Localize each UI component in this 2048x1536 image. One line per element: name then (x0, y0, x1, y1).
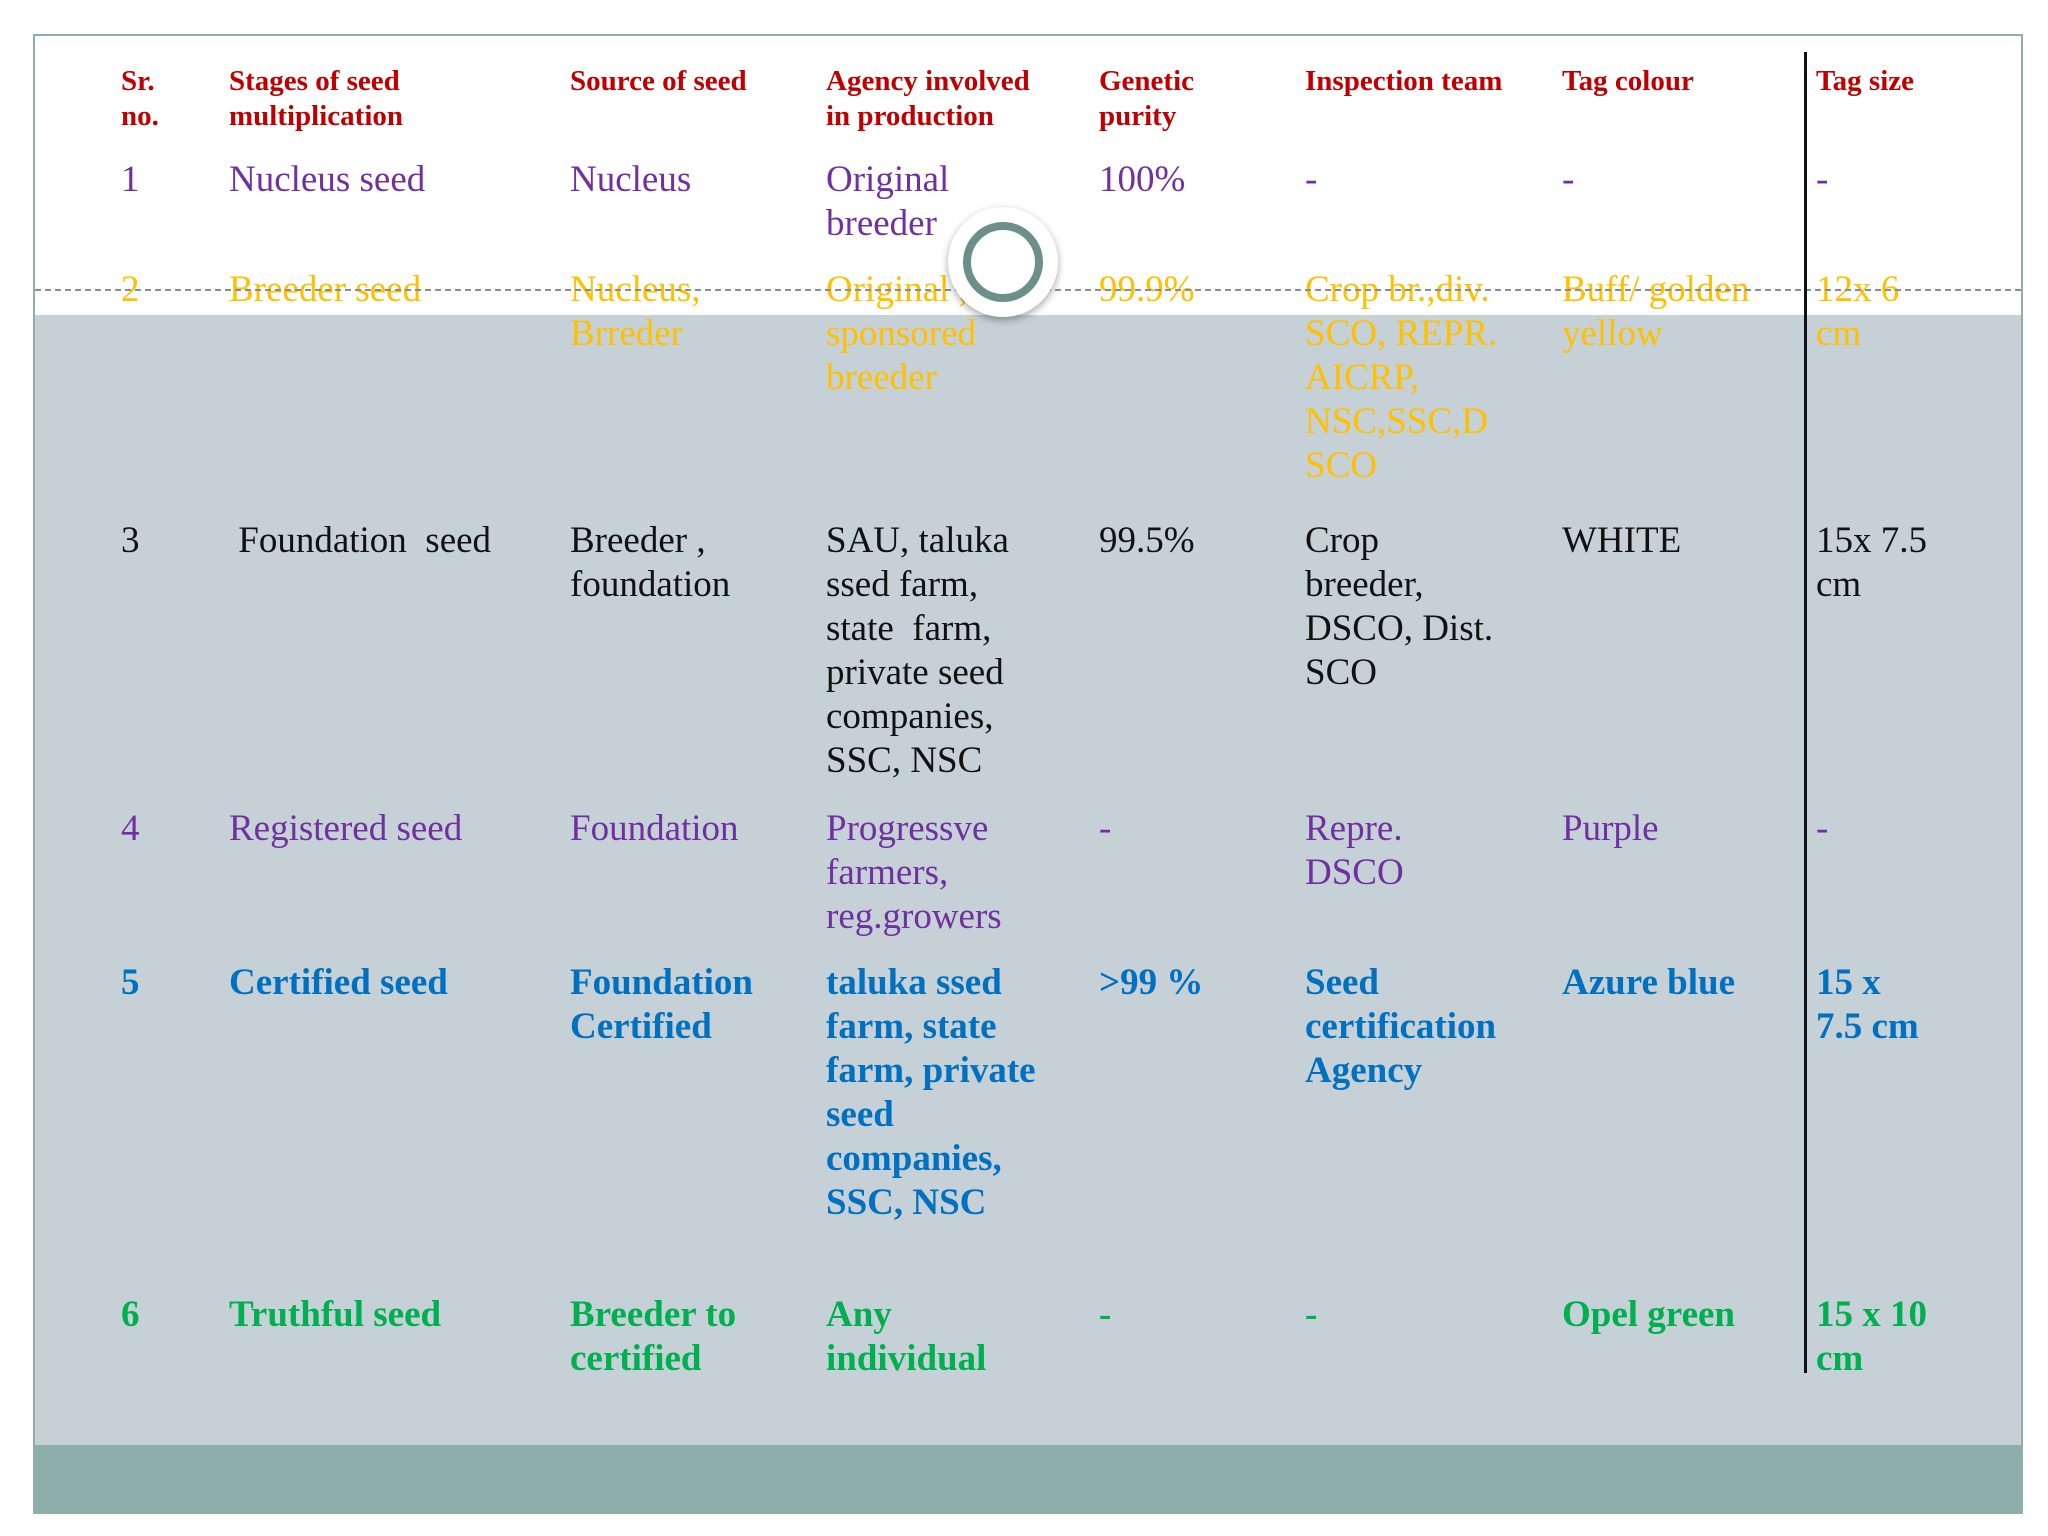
cell-genetic-purity: 99.5% (1099, 520, 1195, 561)
cell-inspection-team: Crop breeder, DSCO, Dist. SCO (1305, 520, 1494, 693)
cell-inspection-team: Repre. DSCO (1305, 808, 1404, 893)
cell-source: Breeder , foundation (570, 520, 731, 605)
cell-sr-no: 5 (121, 962, 140, 1003)
header-tag-colour: Tag colour (1562, 65, 1694, 97)
cell-sr-no: 1 (121, 159, 140, 200)
cell-genetic-purity: 100% (1099, 159, 1186, 200)
header-inspection-team: Inspection team (1305, 65, 1503, 97)
header-sr-no: Sr. no. (121, 65, 159, 132)
cell-tag-colour: WHITE (1562, 520, 1682, 561)
cell-genetic-purity: - (1099, 1294, 1112, 1335)
header-tag-size: Tag size (1816, 65, 1915, 97)
header-agency: Agency involved in production (826, 65, 1030, 132)
cell-stage: Registered seed (229, 808, 463, 849)
cell-source: Foundation Certified (570, 962, 754, 1047)
cell-sr-no: 4 (121, 808, 140, 849)
header-genetic-purity: Genetic purity (1099, 65, 1195, 132)
cell-tag-colour: Opel green (1562, 1294, 1735, 1335)
cell-inspection-team: - (1305, 159, 1318, 200)
cell-agency: SAU, taluka ssed farm, state farm, private … (826, 520, 1009, 781)
header-stages: Stages of seed multiplication (229, 65, 404, 132)
cell-inspection-team: - (1305, 1294, 1318, 1335)
cell-stage: Nucleus seed (229, 159, 426, 200)
cell-stage: Foundation seed (229, 520, 492, 561)
slide-footer-band (35, 1445, 2021, 1512)
cell-tag-size: 15 x 7.5 cm (1816, 962, 1919, 1047)
cell-source: Nucleus, Brreder (570, 269, 701, 354)
cell-tag-size: - (1816, 159, 1829, 200)
cell-tag-colour: Purple (1562, 808, 1659, 849)
column-divider (1804, 52, 1807, 1373)
cell-stage: Certified seed (229, 962, 448, 1003)
cell-inspection-team: Seed certification Agency (1305, 962, 1497, 1091)
slide-background-band (35, 315, 2021, 1445)
header-source: Source of seed (570, 65, 747, 97)
cell-source: Breeder to certified (570, 1294, 737, 1379)
cell-agency: taluka ssed farm, state farm, private seed c… (826, 962, 1036, 1223)
cell-stage: Truthful seed (229, 1294, 442, 1335)
cell-agency: Original , sponsored breeder (826, 269, 977, 398)
cell-genetic-purity: - (1099, 808, 1112, 849)
cell-tag-colour: Buff/ golden yellow (1562, 269, 1750, 354)
cell-sr-no: 6 (121, 1294, 140, 1335)
cell-agency: Progressve farmers, reg.growers (826, 808, 1002, 937)
cell-tag-size: 15x 7.5 cm (1816, 520, 1927, 605)
cell-inspection-team: Crop br.,div. SCO, REPR. AICRP, NSC,SSC,D SC… (1305, 269, 1498, 486)
cell-agency: Original breeder (826, 159, 950, 244)
touch-cursor-icon (948, 207, 1058, 317)
cell-tag-size: 12x 6 cm (1816, 269, 1900, 354)
cell-genetic-purity: >99 % (1099, 962, 1204, 1003)
cell-agency: Any individual (826, 1294, 987, 1379)
cell-source: Nucleus (570, 159, 692, 200)
cell-tag-size: - (1816, 808, 1829, 849)
cell-source: Foundation (570, 808, 739, 849)
cell-tag-colour: Azure blue (1562, 962, 1736, 1003)
cell-tag-colour: - (1562, 159, 1575, 200)
cell-tag-size: 15 x 10 cm (1816, 1294, 1927, 1379)
cell-sr-no: 3 (121, 520, 140, 561)
